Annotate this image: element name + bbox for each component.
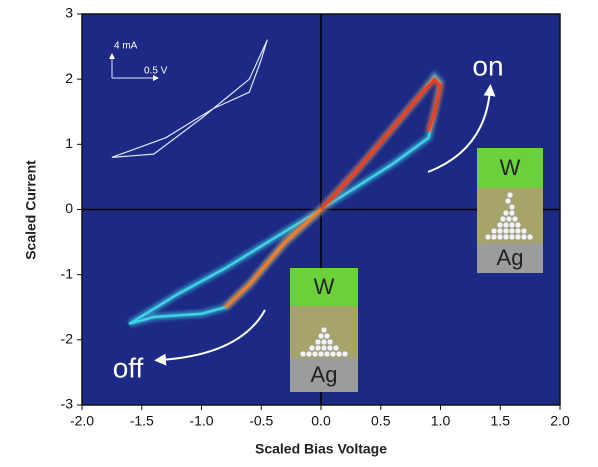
x-tick-label: -0.5: [249, 413, 273, 429]
inset-on: W Ag: [477, 148, 543, 273]
x-tick-label: -1.0: [189, 413, 213, 429]
series-line: [320, 77, 442, 211]
x-tick-label: 1.5: [491, 413, 511, 429]
on-arrow: [427, 84, 496, 173]
y-axis-title: Scaled Current: [23, 160, 39, 260]
y-tick-label: 3: [65, 5, 73, 21]
inset-bottom-label: Ag: [497, 245, 524, 270]
inset-top-label: W: [500, 155, 521, 180]
x-tick-label: -2.0: [70, 413, 94, 429]
plot-area: [82, 14, 560, 405]
y-tick-label: -1: [61, 265, 74, 281]
series-line: [111, 39, 268, 158]
x-tick-label: 1.0: [431, 413, 451, 429]
inset-off: W Ag: [290, 268, 358, 392]
y-tick-label: 1: [65, 135, 73, 151]
off-arrow: [154, 309, 266, 366]
series-line: [224, 208, 322, 309]
annotation: off: [113, 352, 144, 383]
y-tick-label: -2: [61, 331, 74, 347]
inset-bottom-label: Ag: [311, 362, 338, 387]
x-tick-label: 0.5: [371, 413, 391, 429]
scale-label: 0.5 V: [144, 66, 168, 77]
scale-bar: [109, 53, 159, 81]
y-tick-label: 0: [65, 200, 73, 216]
x-tick-label: -1.5: [130, 413, 154, 429]
y-tick-label: -3: [61, 396, 74, 412]
annotation: on: [472, 50, 503, 81]
x-tick-label: 0.0: [311, 413, 331, 429]
x-tick-label: 2.0: [550, 413, 570, 429]
x-axis-title: Scaled Bias Voltage: [255, 441, 387, 457]
scale-label: 4 mA: [114, 41, 138, 52]
y-tick-label: 2: [65, 70, 73, 86]
inset-top-label: W: [314, 274, 335, 299]
